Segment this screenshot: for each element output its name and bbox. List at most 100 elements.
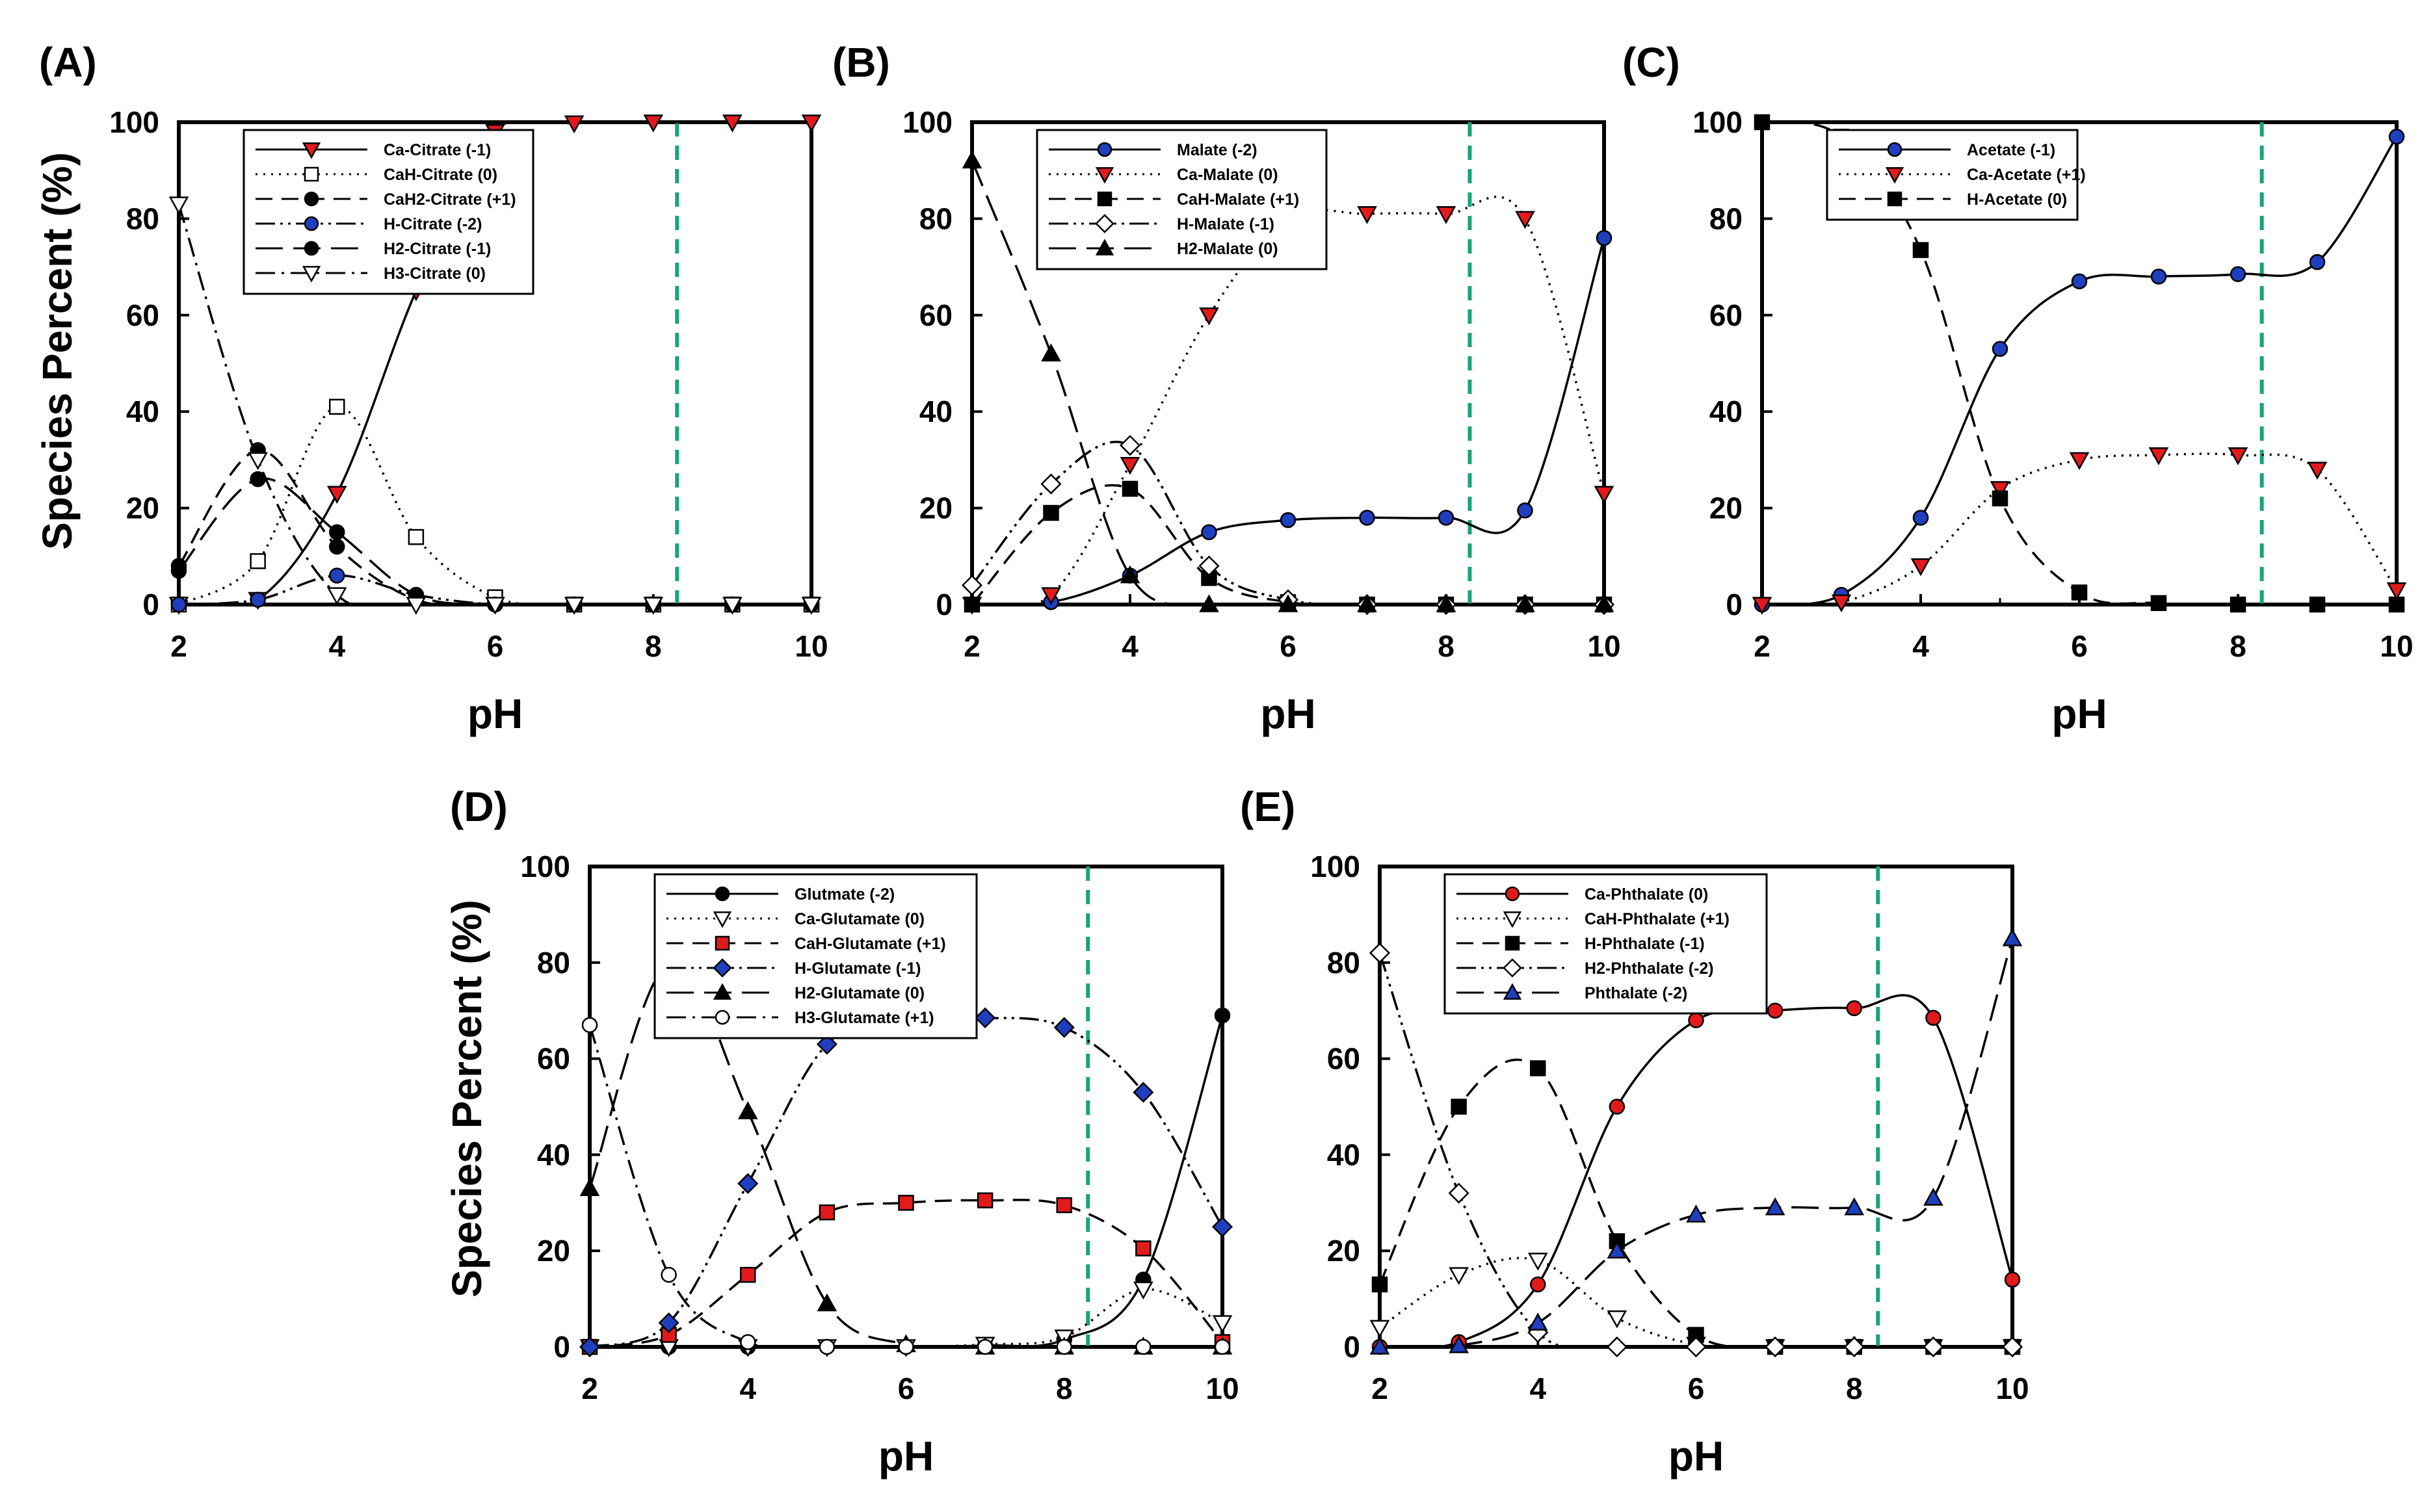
data-point-D-2 [819,1204,836,1221]
x-tick-label-C: 8 [2230,629,2246,663]
data-point-D-2 [1135,1240,1152,1257]
data-point-B-4 [1278,594,1298,612]
legend-marker-C-0 [1887,142,1902,157]
legend-marker-A-5 [302,266,321,283]
legend-label-E-1: CaH-Phthalate (+1) [1585,910,1730,928]
data-point-C-2 [2230,596,2246,613]
data-point-B-0 [1596,229,1612,246]
data-point-B-4 [1515,594,1535,612]
data-point-C-2 [2071,584,2088,601]
data-point-C-2 [1912,242,1929,258]
series-line-D-0 [590,1015,1222,1347]
data-point-A-5 [248,452,268,471]
y-tick-label-C: 100 [1692,105,1743,139]
legend-marker-A-3 [304,216,319,231]
data-point-A-2 [329,538,345,555]
data-point-D-3 [1053,1017,1075,1038]
legend-marker-A-4 [304,241,319,256]
data-point-C-1 [1752,597,1772,615]
data-point-D-3 [816,1034,837,1055]
legend-label-B-4: H2-Malate (0) [1177,240,1278,258]
legend-label-C-2: H-Acetate (0) [1967,190,2067,209]
series-line-D-3 [590,1015,1222,1347]
data-point-E-3 [1765,1336,1786,1358]
data-point-A-3 [329,567,345,584]
data-point-D-5 [581,1017,598,1034]
data-point-E-0 [1846,1000,1862,1017]
legend-marker-B-2 [1097,191,1112,207]
legend-box-D [653,873,978,1039]
data-point-B-4 [1041,343,1061,361]
x-tick-label-B: 4 [1122,629,1139,663]
data-point-B-4 [1357,594,1377,612]
y-tick-label-C: 60 [1709,298,1743,332]
legend-label-E-0: Ca-Phthalate (0) [1585,885,1708,904]
legend-label-C-0: Acetate (-1) [1967,141,2055,159]
legend-label-D-5: H3-Glutamate (+1) [795,1009,934,1027]
x-tick-label-B: 2 [964,629,981,663]
x-tick-label-B: 6 [1280,629,1296,663]
data-point-B-4 [962,150,982,169]
data-point-C-2 [1992,490,2008,507]
y-tick-label-A: 100 [109,105,159,139]
data-point-D-3 [658,1312,679,1334]
data-point-B-4 [1199,594,1219,612]
data-point-A-0 [801,114,822,133]
data-point-E-2 [1530,1060,1546,1076]
panel-B: (B) 0 20 40 60 80 100 2 4 6 8 10 pH Malate (-2) Ca-Mal… [832,39,1621,737]
legend-marker-B-1 [1095,167,1114,184]
x-tick-label-D: 8 [1056,1372,1073,1405]
legend-label-D-2: CaH-Glutamate (+1) [795,935,946,953]
data-point-D-5 [740,1334,756,1350]
data-point-B-0 [1517,502,1533,519]
data-point-E-1 [1449,1267,1469,1285]
data-point-C-1 [2069,452,2090,471]
y-tick-label-A: 40 [126,395,159,428]
data-point-C-2 [2309,596,2326,613]
legend-marker-B-3 [1095,214,1114,233]
legend-box-A [243,129,534,295]
data-point-B-2 [1122,480,1139,497]
data-point-D-3 [975,1007,996,1028]
y-tick-label-B: 100 [902,105,953,139]
data-point-B-4 [1594,594,1614,612]
data-point-A-1 [250,553,266,569]
data-point-D-5 [819,1338,836,1355]
x-tick-label-C: 10 [2380,629,2413,663]
legend-label-D-4: H2-Glutamate (0) [795,984,925,1002]
data-point-D-3 [579,1336,601,1358]
data-point-B-0 [1280,512,1296,528]
data-point-E-3 [1923,1336,1944,1358]
data-point-A-4 [329,524,345,540]
data-point-E-4 [1607,1240,1627,1259]
legend-label-A-1: CaH-Citrate (0) [384,166,497,184]
data-point-C-0 [2150,268,2167,285]
legend-label-B-2: CaH-Malate (+1) [1177,190,1299,209]
series-line-E-4 [1380,938,2012,1347]
legend-E: Ca-Phthalate (0) CaH-Phthalate (+1) H-Phth… [1443,873,1768,1015]
y-tick-label-C: 80 [1709,202,1743,235]
y-tick-label-D: 0 [553,1330,570,1364]
legend-marker-D-3 [713,958,732,978]
data-point-A-5 [722,597,743,615]
series-line-D-5 [590,1024,1222,1347]
legend-label-A-5: H3-Citrate (0) [384,265,486,283]
data-point-C-0 [1912,510,1929,526]
data-point-C-1 [2307,462,2328,480]
data-point-C-1 [2148,447,2169,465]
data-point-B-0 [1359,510,1375,526]
data-point-D-5 [977,1338,994,1355]
data-point-A-5 [168,196,189,215]
y-tick-label-B: 40 [919,395,953,428]
data-point-D-5 [1214,1338,1231,1355]
data-point-B-1 [1594,486,1614,504]
legend-D: Glutmate (-2) Ca-Glutamate (0) CaH-Glutama… [653,873,978,1039]
x-tick-label-A: 10 [795,629,828,663]
x-tick-label-B: 8 [1438,629,1454,663]
data-point-D-5 [898,1338,914,1355]
x-tick-label-A: 4 [328,629,345,663]
data-point-C-1 [1990,481,2010,499]
y-tick-label-B: 60 [919,298,953,332]
legend-label-D-0: Glutmate (-2) [795,885,895,904]
